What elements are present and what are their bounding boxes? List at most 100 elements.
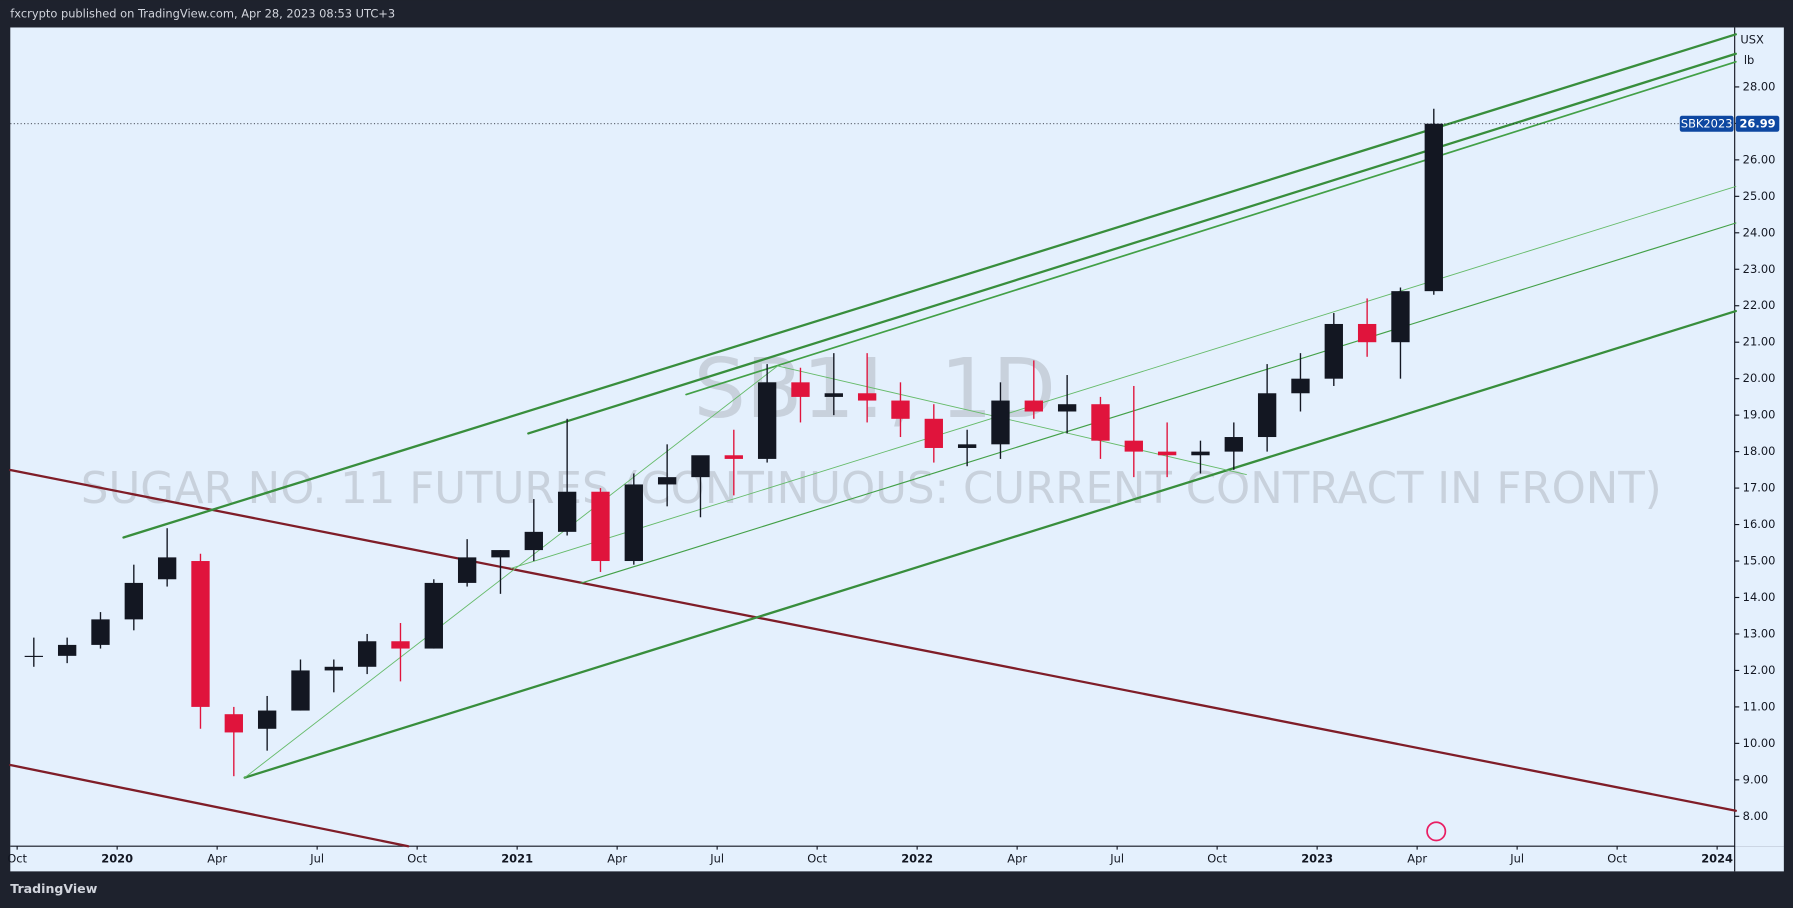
y-tick-label: 14.00	[1743, 590, 1776, 604]
trendline	[777, 365, 1247, 476]
candle-body	[157, 557, 177, 580]
candle-body	[491, 550, 510, 558]
candle-body	[624, 484, 643, 562]
trendline	[527, 52, 1737, 435]
candle-body	[357, 641, 377, 667]
drawings	[9, 33, 1737, 848]
trendline	[510, 185, 1737, 569]
contract-badge	[1679, 115, 1734, 132]
y-tick-label: 11.00	[1743, 699, 1776, 713]
y-tick-label: 17.00	[1743, 481, 1776, 495]
trendline	[244, 365, 779, 779]
x-tick-label: 2024	[1701, 851, 1733, 865]
y-tick-label: 22.00	[1743, 298, 1776, 312]
header: fxcrypto published on TradingView.com, A…	[10, 6, 395, 20]
x-tick-label: Jul	[1509, 851, 1524, 865]
x-tick-label: 2023	[1301, 851, 1333, 865]
candle-body	[424, 582, 443, 649]
candle-body	[291, 670, 310, 711]
y-tick-label: 18.00	[1743, 444, 1776, 458]
x-tick-label: 2021	[501, 851, 533, 865]
candle-body	[1057, 404, 1077, 412]
candle-body	[824, 393, 843, 397]
y-tick-label: 26.00	[1743, 152, 1776, 166]
x-tick-label: Apr	[607, 851, 627, 865]
candle-body	[924, 418, 943, 448]
y-tick-label: 16.00	[1743, 517, 1776, 531]
candle-body	[1157, 451, 1177, 456]
candle-body	[1424, 123, 1443, 292]
y-tick-label: 28.00	[1743, 79, 1776, 93]
x-tick-label: Jul	[309, 851, 324, 865]
price-scale	[1734, 27, 1784, 847]
candle-body	[191, 561, 210, 707]
candle-body	[224, 714, 243, 733]
trendline	[122, 33, 1737, 539]
candle-body	[591, 491, 610, 562]
unit: lb	[1744, 53, 1754, 67]
candle-body	[1091, 404, 1110, 441]
candle-body	[691, 455, 710, 478]
candle-body	[1357, 323, 1377, 343]
candle-body	[457, 557, 477, 583]
y-tick-label: 8.00	[1743, 809, 1768, 823]
candle-body	[1024, 400, 1043, 412]
x-tick-label: Oct	[407, 851, 427, 865]
candle-body	[257, 710, 277, 729]
candle-body	[324, 666, 343, 671]
y-tick-label: 9.00	[1743, 772, 1768, 786]
trendline	[243, 309, 1737, 779]
y-tick-label: 24.00	[1743, 225, 1776, 239]
candle-body	[124, 582, 143, 620]
x-tick-label: Apr	[1007, 851, 1027, 865]
candle-body	[891, 400, 910, 419]
candle-body	[57, 644, 77, 656]
candle-body	[757, 382, 777, 459]
y-tick-label: 19.00	[1743, 408, 1776, 422]
candle-body	[24, 655, 43, 657]
candle-body	[791, 382, 810, 397]
candle-body	[557, 491, 577, 532]
x-tick-label: Jul	[1109, 851, 1124, 865]
x-tick-label: Oct	[7, 851, 27, 865]
candle-body	[1391, 291, 1410, 343]
candle-body	[1291, 378, 1310, 394]
trendline	[9, 763, 410, 848]
x-tick-label: Oct	[1607, 851, 1627, 865]
trendline	[685, 60, 1737, 396]
y-tick-label: 21.00	[1743, 335, 1776, 349]
candle-body	[1324, 323, 1343, 379]
x-tick-label: 2020	[101, 851, 133, 865]
footer-logo: TradingView	[10, 881, 97, 896]
watermark-description: SUGAR NO. 11 FUTURES (CONTINUOUS: CURREN…	[81, 464, 1662, 514]
x-tick-label: 2022	[901, 851, 933, 865]
candle-body	[91, 619, 110, 645]
event-icon[interactable]	[1426, 821, 1447, 842]
x-tick-label: Apr	[207, 851, 227, 865]
last-price-badge	[1735, 115, 1780, 132]
plot: SB1!, 1D SUGAR NO. 11 FUTURES (CONTINUOU…	[9, 33, 1737, 848]
candle-body	[1124, 440, 1143, 452]
y-tick-label: 10.00	[1743, 736, 1776, 750]
y-tick-label: 23.00	[1743, 262, 1776, 276]
trendline	[580, 222, 1737, 584]
y-tick-label: 15.00	[1743, 554, 1776, 568]
last-price-label: 26.99	[1739, 116, 1775, 130]
contract-label: SBK2023	[1681, 116, 1733, 130]
time-scale	[10, 846, 1784, 872]
y-tick-label: 12.00	[1743, 663, 1776, 677]
candle-body	[1224, 437, 1243, 452]
x-tick-label: Oct	[1207, 851, 1227, 865]
candle-body	[1257, 393, 1277, 438]
trendline	[9, 468, 1737, 812]
y-tick-label: 25.00	[1743, 189, 1776, 203]
candle-body	[524, 531, 543, 551]
candle-body	[991, 400, 1010, 445]
y-tick-label: 20.00	[1743, 371, 1776, 385]
currency: USX	[1740, 33, 1764, 47]
x-tick-label: Jul	[709, 851, 724, 865]
candle-body	[957, 444, 977, 448]
candle-body	[1191, 451, 1210, 456]
